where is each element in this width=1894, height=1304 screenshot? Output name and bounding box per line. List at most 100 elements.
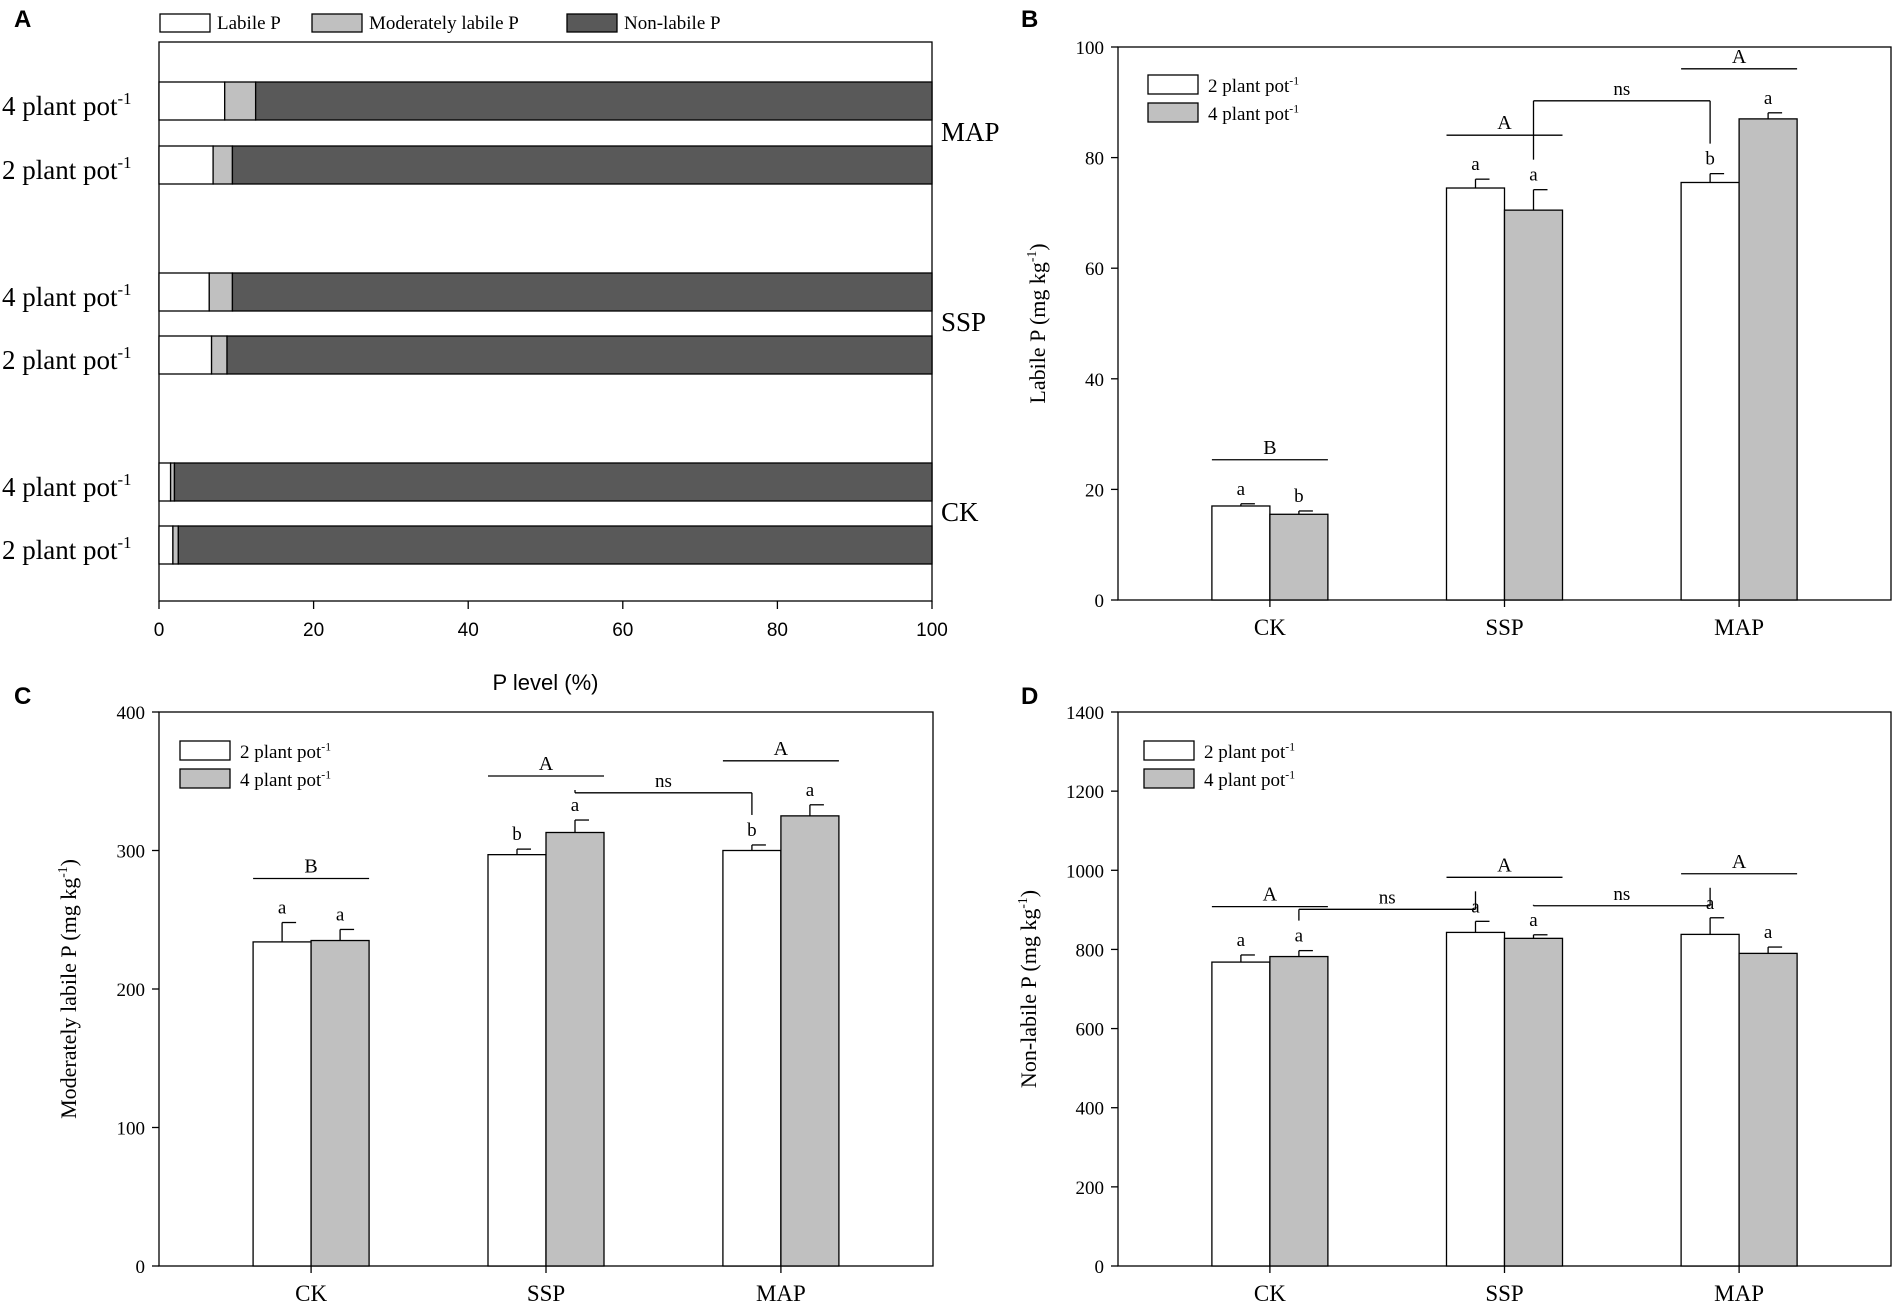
bar-c-ssp-1 (545, 831, 605, 1267)
bar-c-ck-0 (252, 941, 312, 1267)
legend-a-label-2: Non-labile P (624, 13, 721, 34)
row-label-a-map-0: 4 plant pot-1 (2, 89, 131, 121)
sig-letter-c-2-1: a (806, 780, 815, 801)
bar-d-ck-1 (1269, 955, 1329, 1267)
bar-a-map-0-labile (158, 81, 226, 121)
y-tick-label-d-3: 600 (1076, 1020, 1105, 1041)
y-tick-label-d-7: 1400 (1066, 703, 1104, 724)
bar-a-ck-1-moderate (172, 525, 179, 565)
sig-letter-d-0-0: a (1237, 930, 1246, 951)
bar-c-map-1 (780, 815, 840, 1267)
bar-a-map-0-moderate (224, 81, 257, 121)
bar-d-ck-0 (1211, 961, 1271, 1267)
y-tick-label-c-4: 400 (117, 703, 146, 724)
x-tick-label-a-0: 0 (154, 620, 165, 641)
ns-label-c-0: ns (655, 771, 672, 792)
ns-label-d-0: ns (1379, 887, 1396, 908)
x-tick-label-a-2: 40 (458, 620, 479, 641)
legend-a-swatch-1 (311, 13, 363, 33)
y-tick-label-d-4: 800 (1076, 940, 1105, 961)
bar-a-map-1-moderate (212, 145, 234, 185)
bar-a-map-1-labile (158, 145, 214, 185)
x-tick-label-a-5: 100 (916, 620, 948, 641)
group-letter-d-2: A (1732, 851, 1747, 873)
group-letter-c-1: A (539, 753, 554, 775)
sig-letter-b-0-1: b (1294, 486, 1304, 507)
group-label-a-ssp: SSP (941, 307, 986, 337)
legend-d-label-0: 2 plant pot-1 (1204, 740, 1295, 763)
legend-d-swatch-1 (1143, 768, 1195, 789)
bar-b-map-1 (1738, 118, 1798, 601)
row-label-a-ssp-0: 4 plant pot-1 (2, 280, 131, 312)
legend-a-label-1: Moderately labile P (369, 13, 519, 34)
legend-b-label-0: 2 plant pot-1 (1208, 74, 1299, 97)
y-tick-label-c-3: 300 (117, 842, 146, 863)
panel-c-letter: C (14, 683, 31, 710)
category-label-b-map: MAP (1714, 615, 1764, 640)
category-label-d-map: MAP (1714, 1281, 1764, 1304)
legend-b-label-1: 4 plant pot-1 (1208, 102, 1299, 125)
sig-letter-c-0-1: a (336, 904, 345, 925)
sig-letter-b-1-0: a (1471, 154, 1480, 175)
group-letter-c-2: A (774, 738, 789, 760)
panel-d-letter: D (1021, 683, 1038, 710)
bar-d-map-1 (1738, 952, 1798, 1267)
legend-d-swatch-0 (1143, 740, 1195, 761)
sig-letter-d-0-1: a (1295, 926, 1304, 947)
category-label-c-ssp: SSP (527, 1281, 565, 1304)
category-label-b-ssp: SSP (1485, 615, 1523, 640)
legend-a-swatch-2 (566, 13, 618, 33)
y-tick-label-b-4: 80 (1085, 149, 1104, 170)
group-letter-d-0: A (1263, 884, 1278, 906)
y-tick-label-d-1: 200 (1076, 1178, 1105, 1199)
legend-c-label-0: 2 plant pot-1 (240, 740, 331, 763)
y-tick-label-d-0: 0 (1095, 1257, 1105, 1278)
legend-a-swatch-0 (159, 13, 211, 33)
y-axis-label-c: Moderately labile P (mg kg-1) (55, 859, 81, 1119)
y-tick-label-c-2: 200 (117, 980, 146, 1001)
legend-b-swatch-1 (1147, 102, 1199, 123)
bar-b-map-0 (1680, 181, 1740, 601)
bar-a-ck-1-labile (158, 525, 174, 565)
bar-b-ssp-0 (1445, 187, 1506, 601)
group-label-a-ck: CK (941, 497, 979, 527)
group-label-a-map: MAP (941, 117, 1000, 147)
bar-a-ssp-1-nonlabile (226, 335, 933, 375)
bar-a-ck-0-nonlabile (173, 462, 933, 502)
bar-a-ssp-0-labile (158, 272, 210, 312)
sig-letter-c-0-0: a (278, 898, 287, 919)
bar-a-ck-1-nonlabile (177, 525, 933, 565)
y-tick-label-c-0: 0 (136, 1257, 146, 1278)
panel-a-letter: A (14, 6, 31, 33)
bar-d-map-0 (1680, 933, 1740, 1267)
bar-a-map-0-nonlabile (254, 81, 933, 121)
row-label-a-ck-0: 4 plant pot-1 (2, 470, 131, 502)
ns-label-b-0: ns (1613, 79, 1630, 100)
sig-letter-c-1-0: b (512, 824, 522, 845)
group-letter-b-2: A (1732, 46, 1747, 68)
sig-letter-b-2-1: a (1764, 88, 1773, 109)
x-tick-label-a-3: 60 (612, 620, 633, 641)
row-label-a-ssp-1: 2 plant pot-1 (2, 343, 131, 375)
category-label-d-ck: CK (1254, 1281, 1286, 1304)
y-tick-label-b-3: 60 (1085, 259, 1104, 280)
y-tick-label-b-0: 0 (1095, 591, 1105, 612)
legend-a-label-0: Labile P (217, 13, 281, 34)
legend-c-swatch-1 (179, 768, 231, 789)
bar-a-ssp-1-moderate (210, 335, 228, 375)
sig-letter-b-1-1: a (1529, 165, 1538, 186)
x-tick-label-a-4: 80 (767, 620, 788, 641)
bar-b-ck-0 (1211, 505, 1271, 601)
bar-c-ck-1 (310, 939, 370, 1267)
row-label-a-ck-1: 2 plant pot-1 (2, 533, 131, 565)
y-tick-label-b-1: 20 (1085, 480, 1104, 501)
legend-c-swatch-0 (179, 740, 231, 761)
y-tick-label-c-1: 100 (117, 1119, 146, 1140)
y-tick-label-b-5: 100 (1076, 38, 1105, 59)
group-letter-d-1: A (1497, 854, 1512, 876)
bar-a-ck-0-labile (158, 462, 172, 502)
group-letter-c-0: B (304, 856, 317, 878)
bar-b-ssp-1 (1503, 209, 1564, 601)
y-axis-label-b: Labile P (mg kg-1) (1024, 243, 1050, 403)
